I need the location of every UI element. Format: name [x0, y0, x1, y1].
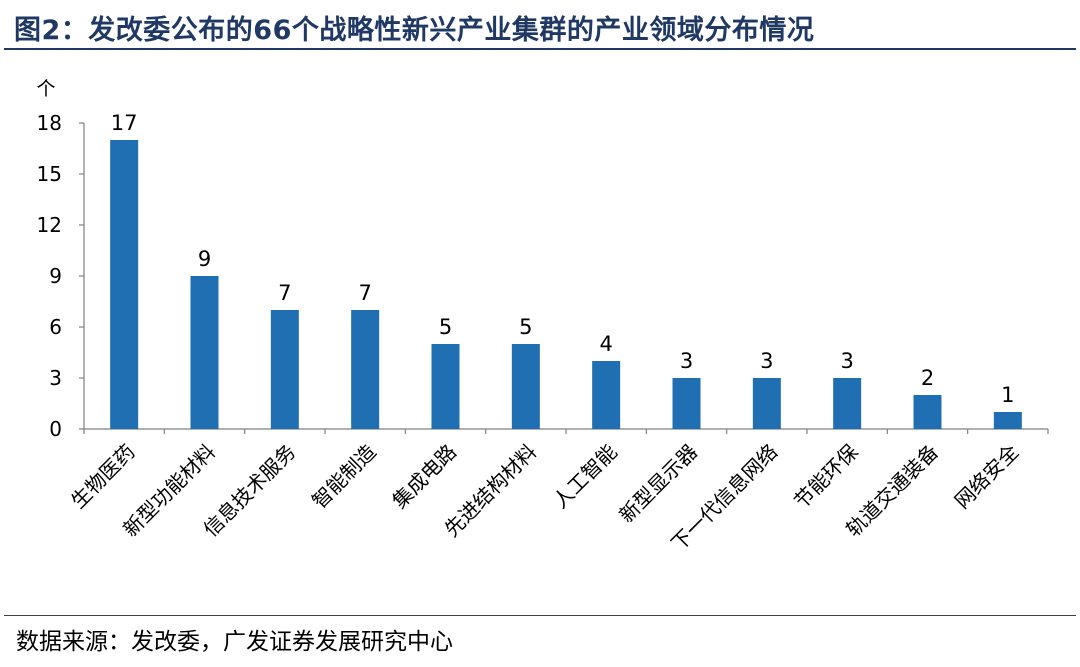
bar [110, 140, 139, 429]
bar-value-label: 7 [358, 281, 371, 305]
category-label: 智能制造 [307, 440, 381, 514]
bar [431, 344, 460, 429]
bar-value-label: 3 [680, 349, 693, 373]
bar [270, 310, 299, 429]
title-divider [4, 48, 1076, 50]
bar [913, 395, 942, 429]
bar-value-label: 5 [519, 315, 532, 339]
bar-value-label: 9 [198, 247, 211, 271]
y-tick-label: 12 [37, 213, 62, 237]
bar [592, 361, 621, 429]
bar [672, 378, 701, 429]
bar-value-label: 4 [599, 332, 612, 356]
bar [511, 344, 540, 429]
bar [993, 412, 1022, 429]
y-tick-label: 6 [49, 315, 62, 339]
bar-value-label: 3 [840, 349, 853, 373]
bar [833, 378, 862, 429]
y-tick-label: 3 [49, 366, 62, 390]
bar-value-label: 5 [439, 315, 452, 339]
category-label: 人工智能 [548, 440, 622, 514]
bar-value-label: 2 [921, 366, 934, 390]
category-label: 集成电路 [387, 440, 461, 514]
category-label: 生物医药 [66, 440, 140, 514]
footer-divider [4, 615, 1076, 616]
category-label: 新型显示器 [614, 440, 702, 528]
bar-value-label: 17 [111, 111, 138, 135]
y-tick-label: 9 [49, 264, 62, 288]
bar [190, 276, 219, 429]
figure-title: 图2：发改委公布的66个战略性新兴产业集群的产业领域分布情况 [14, 15, 815, 46]
y-tick-label: 15 [37, 162, 62, 186]
category-label: 网络安全 [950, 440, 1024, 514]
bar [351, 310, 380, 429]
bar [752, 378, 781, 429]
bar-value-label: 3 [760, 349, 773, 373]
bar-value-label: 1 [1001, 383, 1014, 407]
y-tick-label: 18 [37, 111, 62, 135]
bar-value-label: 7 [278, 281, 291, 305]
y-tick-label: 0 [49, 417, 62, 441]
category-label: 节能环保 [789, 440, 863, 514]
y-axis-unit-label: 个 [36, 78, 55, 100]
source-note: 数据来源：发改委，广发证券发展研究中心 [16, 629, 453, 655]
